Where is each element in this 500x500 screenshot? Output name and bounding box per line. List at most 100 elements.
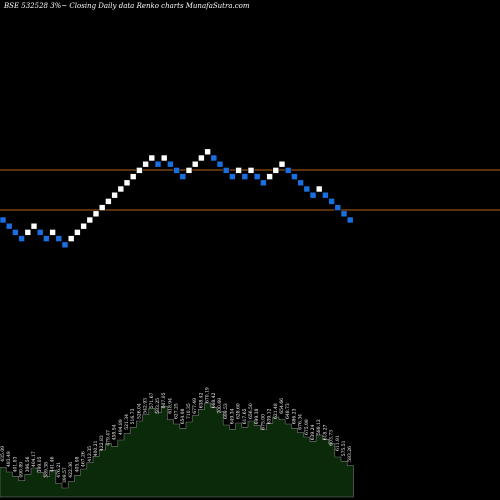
volume-label: 542.93 bbox=[143, 398, 149, 414]
renko-brick-down bbox=[43, 235, 50, 242]
volume-label: 401.83 bbox=[12, 456, 18, 472]
volume-label: 389.38 bbox=[43, 462, 49, 478]
renko-brick-down bbox=[36, 229, 44, 236]
volume-label: 617.65 bbox=[242, 408, 248, 424]
volume-label: 656.50 bbox=[248, 403, 254, 419]
renko-brick-down bbox=[340, 210, 348, 218]
volume-label: 441.46 bbox=[50, 456, 56, 472]
volume-label: 675.99 bbox=[304, 419, 310, 435]
volume-fill bbox=[0, 402, 354, 498]
renko-brick-down bbox=[229, 173, 236, 180]
volume-label: 476.21 bbox=[56, 462, 62, 478]
volume-label: 638.42 bbox=[198, 392, 204, 408]
chart-header: BSE 532528 3%~ Closing Daily data Renko … bbox=[3, 2, 250, 10]
renko-brick-up bbox=[142, 160, 149, 168]
volume-label: 628.60 bbox=[236, 403, 242, 419]
volume-label: 699.38 bbox=[254, 408, 260, 424]
renko-brick-up bbox=[74, 229, 81, 236]
volume-label: 675.00 bbox=[260, 414, 266, 430]
volume-label: 494.89 bbox=[118, 419, 124, 435]
renko-brick-down bbox=[322, 191, 329, 199]
volume-label: 627.25 bbox=[174, 403, 180, 419]
renko-brick-up bbox=[30, 222, 38, 230]
renko-brick-down bbox=[241, 173, 249, 180]
volume-label: 654.66 bbox=[279, 398, 285, 414]
renko-brick-down bbox=[210, 154, 218, 162]
volume-label: 516.73 bbox=[130, 408, 136, 424]
volume-label: 607.05 bbox=[161, 392, 167, 408]
renko-brick-up bbox=[111, 191, 118, 199]
renko-brick-down bbox=[328, 198, 335, 205]
renko-brick-up bbox=[198, 154, 205, 162]
volume-area bbox=[0, 402, 354, 498]
renko-brick-down bbox=[284, 167, 292, 174]
volume-label: 648.73 bbox=[285, 403, 291, 419]
renko-brick-up bbox=[123, 179, 131, 187]
renko-brick-up bbox=[98, 204, 106, 211]
volume-label: 639.24 bbox=[310, 424, 316, 440]
volume-label: 483.49 bbox=[6, 451, 12, 467]
renko-brick-down bbox=[216, 160, 224, 168]
renko-brick-down bbox=[179, 173, 187, 180]
renko-brick-up bbox=[272, 167, 280, 174]
renko-brick-up bbox=[315, 185, 323, 193]
volume-label: 639.12 bbox=[267, 408, 273, 424]
volume-label: 526.04 bbox=[136, 403, 142, 419]
volume-label: 618.94 bbox=[167, 398, 173, 414]
volume-label: 710.35 bbox=[186, 403, 192, 419]
volume-label: 458.54 bbox=[112, 424, 118, 440]
renko-brick-up bbox=[80, 222, 87, 230]
volume-label: 575.51 bbox=[341, 440, 347, 456]
renko-brick-down bbox=[253, 173, 261, 180]
volume-label: 399.05 bbox=[37, 456, 43, 472]
renko-brick-up bbox=[235, 167, 242, 174]
volume-label: 583.26 bbox=[347, 446, 353, 462]
renko-brick-down bbox=[5, 222, 13, 230]
renko-brick-up bbox=[160, 154, 168, 162]
volume-label: 400.21 bbox=[93, 440, 99, 456]
renko-brick-up bbox=[117, 185, 125, 193]
volume-label: 396.56 bbox=[25, 456, 31, 472]
renko-brick-down bbox=[303, 185, 311, 193]
renko-brick-up bbox=[49, 229, 56, 236]
volume-label: 467.26 bbox=[81, 451, 87, 467]
volume-label: 399.57 bbox=[62, 467, 68, 483]
renko-bricks bbox=[0, 148, 354, 249]
renko-brick-up bbox=[105, 198, 112, 205]
renko-brick-down bbox=[61, 241, 69, 249]
renko-brick-down bbox=[309, 191, 317, 199]
volume-label: 571.67 bbox=[149, 392, 155, 408]
volume-label: 668.42 bbox=[211, 392, 217, 408]
volume-label: 412.35 bbox=[87, 446, 93, 462]
renko-brick-up bbox=[185, 167, 193, 174]
renko-brick-down bbox=[334, 204, 342, 211]
renko-brick-up bbox=[204, 148, 211, 156]
renko-brick-up bbox=[247, 167, 255, 174]
renko-brick-down bbox=[260, 179, 267, 187]
volume-label: 422.83 bbox=[99, 435, 105, 451]
renko-brick-down bbox=[12, 229, 19, 236]
volume-label: 405.98 bbox=[74, 456, 80, 472]
renko-brick-up bbox=[148, 154, 156, 162]
renko-brick-up bbox=[86, 216, 94, 224]
volume-label: 700.69 bbox=[217, 398, 223, 414]
volume-label: 490.89 bbox=[19, 462, 25, 478]
renko-brick-up bbox=[266, 173, 273, 180]
renko-brick-down bbox=[167, 160, 174, 168]
renko-brick-up bbox=[278, 160, 286, 168]
volume-label: 621.48 bbox=[273, 403, 279, 419]
renko-brick-down bbox=[18, 235, 25, 242]
renko-brick-up bbox=[92, 210, 100, 218]
renko-brick-up bbox=[191, 160, 199, 168]
renko-brick-down bbox=[173, 167, 180, 174]
volume-labels: 435.09 483.49 401.83 490.89 396.56 404.17 399.… bbox=[0, 387, 353, 483]
volume-label: 618.27 bbox=[322, 424, 328, 440]
volume-label: 677.49 bbox=[192, 398, 198, 414]
volume-label: 521.34 bbox=[124, 414, 130, 430]
volume-label: 676.34 bbox=[298, 414, 304, 430]
volume-label: 588.12 bbox=[316, 419, 322, 435]
volume-label: 699.53 bbox=[223, 403, 229, 419]
renko-brick-down bbox=[222, 167, 230, 174]
